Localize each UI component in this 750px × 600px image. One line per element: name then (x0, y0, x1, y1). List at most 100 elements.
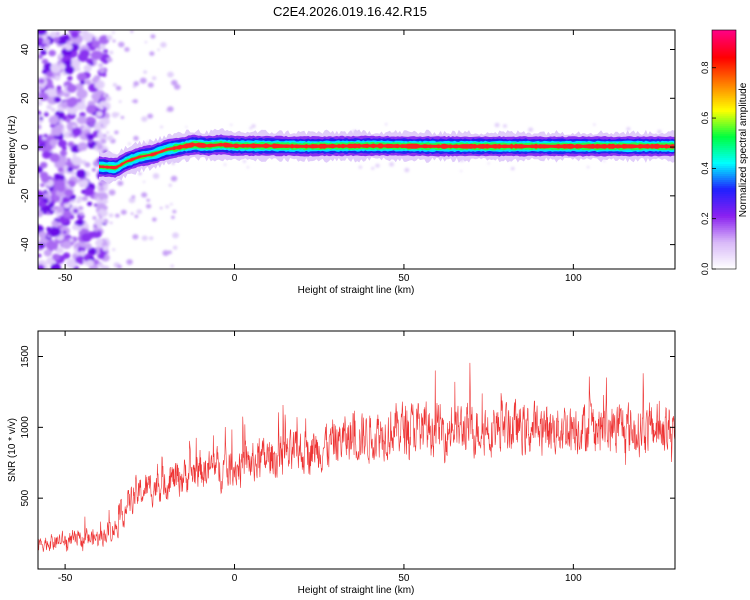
heatmap-cell (67, 75, 73, 81)
heatmap-cell (112, 82, 118, 87)
colorbar-cell (712, 245, 736, 248)
heatmap-cell (77, 92, 83, 97)
heatmap-cell (97, 187, 101, 190)
colorbar-label: Normalized spectral amplitude (738, 82, 749, 217)
colorbar-cell (712, 153, 736, 157)
colorbar-cell (712, 53, 736, 57)
y-tick-label: 0 (20, 144, 31, 150)
heatmap-cell (40, 49, 47, 56)
heatmap-cell (100, 138, 107, 144)
heatmap-cell (49, 153, 61, 163)
colorbar-cell (712, 109, 736, 113)
heatmap-cell (144, 41, 148, 44)
heatmap-cell (118, 100, 122, 103)
heatmap-cell (43, 133, 48, 138)
heatmap-cell (38, 100, 43, 106)
heatmap-cell (50, 263, 61, 269)
heatmap-cell (117, 180, 124, 186)
heatmap-cell (105, 237, 109, 241)
y-tick-label: 40 (20, 44, 31, 56)
heatmap-cell (38, 243, 45, 249)
heatmap-cell (91, 77, 99, 84)
heatmap-cell (52, 253, 61, 261)
heatmap-cell (120, 209, 127, 215)
heatmap-cell (77, 87, 82, 91)
heatmap-cell (98, 215, 103, 219)
heatmap-cell (79, 241, 87, 248)
heatmap-cell (79, 80, 86, 85)
heatmap-cell (99, 100, 107, 107)
heatmap-cell (97, 131, 103, 135)
heatmap-cell (38, 30, 47, 36)
heatmap-cell (358, 165, 363, 169)
heatmap-cell (43, 190, 48, 194)
colorbar-cell (712, 65, 736, 69)
colorbar-cell (712, 125, 736, 129)
heatmap-cell (98, 263, 105, 269)
heatmap-cell (384, 123, 388, 126)
heatmap-cell (77, 30, 82, 34)
heatmap-cell (76, 72, 87, 82)
heatmap-cell (42, 150, 52, 159)
heatmap-cell (371, 166, 375, 170)
x-tick-label: 100 (565, 573, 582, 584)
heatmap-noise-cells (38, 30, 672, 269)
heatmap-cell (626, 127, 631, 131)
heatmap-cell (80, 98, 86, 103)
heatmap-cell (97, 194, 101, 197)
heatmap-cell (66, 258, 78, 269)
colorbar-cell (712, 77, 736, 81)
heatmap-cell (115, 213, 120, 218)
heatmap-cell (62, 50, 67, 55)
y-tick-label: 1500 (20, 345, 31, 368)
colorbar-cell (712, 163, 736, 167)
colorbar-cell (712, 207, 736, 210)
heatmap-cell (38, 200, 46, 208)
heatmap-cell (63, 59, 72, 67)
colorbar-cell (712, 135, 736, 139)
heatmap-cell (49, 226, 61, 237)
heatmap-cell (131, 100, 135, 103)
heatmap-cell (74, 38, 82, 45)
colorbar-cell (712, 145, 736, 149)
heatmap-cell (66, 100, 76, 108)
y-tick-label: -40 (20, 237, 31, 252)
heatmap-cell (132, 234, 139, 240)
heatmap-cell (38, 78, 45, 84)
heatmap-cell (160, 42, 167, 48)
colorbar-cell (712, 231, 736, 234)
heatmap-ridge (99, 128, 675, 184)
heatmap-cell (61, 240, 72, 250)
heatmap-cell (142, 180, 146, 183)
heatmap-cell (118, 41, 125, 48)
spectrogram-x-ticks: -50 0 50 100 (58, 30, 582, 284)
heatmap-cell (79, 49, 90, 59)
heatmap-cell (40, 146, 47, 152)
snr-panel: -50 0 50 100 500 1000 1500 Height of straight… (7, 330, 676, 596)
heatmap-cell (91, 40, 101, 49)
heatmap-cell (147, 113, 154, 119)
colorbar-cell (712, 241, 736, 244)
heatmap-cell (106, 35, 113, 41)
colorbar-cell (712, 69, 736, 73)
heatmap-cell (54, 75, 61, 81)
colorbar-cell (712, 47, 736, 51)
colorbar-cell (712, 185, 736, 188)
heatmap-cell (109, 50, 114, 55)
colorbar-cell (712, 85, 736, 89)
heatmap-cell (77, 227, 82, 232)
heatmap-cell (61, 44, 66, 49)
heatmap-cell (81, 181, 89, 188)
colorbar-cell (712, 57, 736, 61)
heatmap-cell (375, 163, 380, 168)
heatmap-cell (79, 250, 86, 257)
colorbar-cell (712, 71, 736, 75)
heatmap-cell (38, 253, 42, 258)
heatmap-cell (56, 123, 64, 130)
heatmap-cell (251, 124, 256, 128)
heatmap-cell (487, 162, 490, 165)
heatmap-cell (389, 162, 395, 167)
heatmap-cell (494, 122, 500, 128)
heatmap-cell (70, 31, 79, 39)
